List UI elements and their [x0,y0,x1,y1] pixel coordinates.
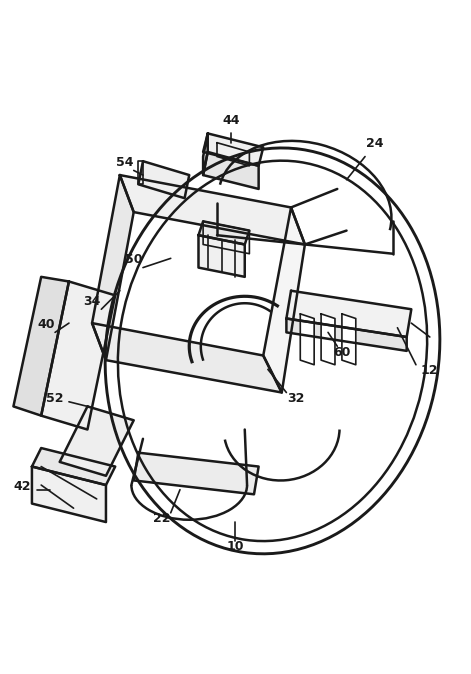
Polygon shape [198,221,249,245]
Text: 60: 60 [333,346,350,359]
Polygon shape [134,453,259,494]
Polygon shape [92,323,282,392]
Text: 22: 22 [153,512,170,525]
Polygon shape [203,133,208,175]
Polygon shape [321,314,335,365]
Polygon shape [120,175,305,245]
Text: 50: 50 [125,253,142,266]
Polygon shape [41,282,115,429]
Text: 44: 44 [222,114,240,127]
Text: 12: 12 [421,364,438,377]
Polygon shape [13,277,69,416]
Text: 32: 32 [287,392,304,405]
Polygon shape [300,314,314,365]
Polygon shape [286,319,406,351]
Polygon shape [60,406,134,476]
Text: 10: 10 [227,540,244,553]
Polygon shape [92,175,134,360]
Polygon shape [203,152,259,189]
Text: 40: 40 [37,317,55,331]
Polygon shape [138,161,189,198]
Polygon shape [32,466,106,522]
Polygon shape [286,290,411,337]
Text: 42: 42 [14,480,32,493]
Text: 52: 52 [46,392,64,405]
Text: 34: 34 [83,295,101,307]
Polygon shape [32,448,115,485]
Polygon shape [198,235,245,277]
Polygon shape [342,314,356,365]
Polygon shape [203,133,263,166]
Text: 24: 24 [365,137,383,150]
Text: 54: 54 [116,156,133,168]
Polygon shape [263,208,305,392]
